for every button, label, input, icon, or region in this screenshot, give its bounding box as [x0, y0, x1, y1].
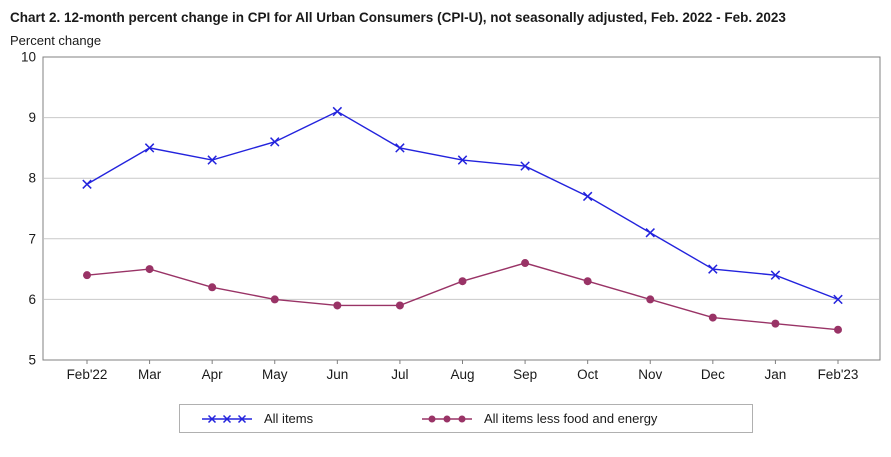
dot-marker-icon: [145, 265, 154, 274]
x-tick-label: Feb'23: [818, 367, 859, 382]
dot-marker-icon: [270, 295, 279, 304]
dot-marker-icon: [208, 283, 217, 292]
dot-marker-icon: [834, 325, 842, 334]
dot-marker-icon: [708, 313, 717, 322]
x-tick-label: Sep: [513, 367, 537, 382]
dot-marker-icon: [458, 277, 467, 286]
y-tick-label: 6: [28, 292, 36, 307]
legend-entry-all-items: All items: [202, 405, 313, 432]
x-marker-icon: [833, 294, 843, 305]
series-line-circle: [86, 262, 839, 331]
chart-canvas: 5 6 7 8 9 10 Feb'22 Mar Apr May Jun Jul Aug Sep Oct Nov…: [21, 50, 881, 382]
dot-marker-icon: [583, 277, 592, 286]
x-tick-label: Dec: [701, 367, 725, 382]
legend-sample-core-line-icon: [422, 415, 472, 422]
plot-border: [42, 56, 881, 361]
dot-marker-icon: [646, 295, 655, 304]
series-line-x: [86, 110, 839, 301]
x-marker-icon: [645, 228, 655, 238]
x-marker-icon: [144, 143, 155, 153]
legend-box: All items All items less food and energy: [179, 404, 753, 433]
y-tick-label: 7: [28, 231, 36, 246]
y-tick-label: 9: [28, 110, 36, 125]
x-tick-label: Mar: [138, 367, 162, 382]
y-axis-unit-label: Percent change: [10, 33, 102, 48]
dot-marker-icon: [395, 301, 404, 310]
x-marker-icon: [708, 264, 718, 274]
chart-title: Chart 2. 12-month percent change in CPI …: [10, 10, 786, 25]
dot-marker-icon: [521, 259, 530, 268]
x-marker-icon: [582, 191, 593, 202]
legend-entry-all-items-less-food-energy: All items less food and energy: [422, 405, 657, 432]
x-tick-label: Jul: [391, 367, 408, 382]
y-tick-label: 5: [28, 353, 36, 368]
legend-label-core: All items less food and energy: [484, 411, 658, 426]
x-tick-label: Apr: [202, 367, 224, 382]
x-marker-icon: [332, 106, 343, 117]
y-tick-label: 10: [21, 50, 36, 65]
x-tick-label: Aug: [450, 367, 474, 382]
x-tick-label: Feb'22: [67, 367, 108, 382]
x-marker-icon: [82, 179, 92, 189]
x-tick-label: Jan: [765, 367, 787, 382]
dot-marker-icon: [83, 271, 91, 280]
x-marker-icon: [770, 270, 781, 280]
x-marker-icon: [270, 137, 280, 147]
x-tick-label: May: [262, 367, 288, 382]
x-tick-label: Nov: [638, 367, 662, 382]
dot-marker-icon: [333, 301, 342, 310]
legend-label-all-items: All items: [264, 411, 314, 426]
legend-sample-all-items-line-icon: [202, 414, 252, 423]
y-tick-label: 8: [28, 171, 36, 186]
x-tick-label: Oct: [577, 367, 598, 382]
dot-marker-icon: [771, 319, 780, 328]
x-tick-label: Jun: [326, 367, 348, 382]
x-marker-icon: [207, 155, 217, 165]
x-marker-icon: [457, 155, 468, 165]
x-marker-icon: [520, 161, 530, 171]
x-marker-icon: [395, 143, 405, 153]
